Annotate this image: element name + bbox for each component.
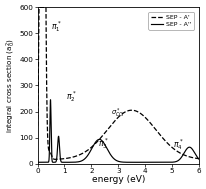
Legend: SEP - A', SEP - A'': SEP - A', SEP - A'' <box>149 12 194 30</box>
Text: $\pi_4^*$: $\pi_4^*$ <box>173 138 184 153</box>
Y-axis label: integral cross section (a$_0^2$): integral cross section (a$_0^2$) <box>5 38 18 133</box>
X-axis label: energy (eV): energy (eV) <box>91 175 145 184</box>
Text: $\pi_3^*$: $\pi_3^*$ <box>98 136 109 151</box>
Text: $\pi_1^*$: $\pi_1^*$ <box>51 19 62 34</box>
Text: $\pi_2^*$: $\pi_2^*$ <box>66 89 76 104</box>
Text: $\sigma^*_{CCl}$: $\sigma^*_{CCl}$ <box>111 107 125 120</box>
